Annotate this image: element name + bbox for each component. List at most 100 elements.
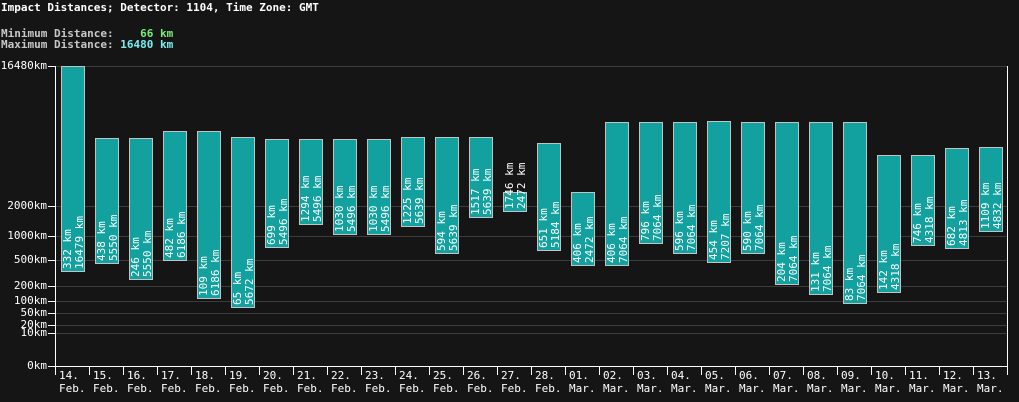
y-tick [48,236,55,237]
x-label-month: Feb. [229,382,256,395]
x-label-day: 06. [739,369,759,382]
bar-value-label: 1109 km 4832 km [979,182,1004,229]
y-tick [48,325,55,326]
x-label-month: Mar. [841,382,868,395]
x-tick-label: 25. Feb. [433,369,460,395]
bar-value-label: 131 km 7064 km [809,245,834,292]
x-label-day: 03. [637,369,657,382]
bar-max-label: 5639 km [447,204,460,251]
x-tick [565,366,566,375]
x-tick [667,366,668,375]
bar-max-label: 7207 km [719,213,732,260]
range-bar [265,139,289,248]
x-label-month: Feb. [195,382,222,395]
x-label-day: 16. [127,369,147,382]
x-label-day: 14. [59,369,79,382]
x-tick-label: 11. Mar. [909,369,936,395]
range-bar [231,137,255,308]
x-tick-label: 06. Mar. [739,369,766,395]
range-bar [469,137,493,218]
gridline [56,206,1007,207]
bar-max-label: 7064 km [855,254,868,301]
gridline [56,301,1007,302]
x-label-day: 21. [297,369,317,382]
bar-value-label: 204 km 7064 km [775,235,800,282]
y-tick-label: 20km [20,318,48,331]
x-tick-label: 22. Feb. [331,369,358,395]
x-tick [701,366,702,375]
bar-max-label: 7064 km [651,194,664,241]
x-tick [361,366,362,375]
gridline [56,236,1007,237]
range-bar [61,66,85,272]
range-bar [979,147,1003,232]
x-label-day: 22. [331,369,351,382]
bar-max-label: 7064 km [821,245,834,292]
bar-max-label: 5496 km [379,185,392,232]
x-label-month: Mar. [739,382,766,395]
bar-max-label: 2472 km [583,216,596,263]
y-tick [48,286,55,287]
bar-max-label: 4318 km [923,196,936,243]
range-bar [843,122,867,304]
bar-value-label: 796 km 7064 km [639,194,664,241]
x-tick [395,366,396,375]
bar-value-label: 406 km 2472 km [571,216,596,263]
x-tick [633,366,634,375]
x-label-month: Feb. [399,382,426,395]
x-label-month: Feb. [263,382,290,395]
x-tick-label: 14. Feb. [59,369,86,395]
range-bar [775,122,799,285]
y-tick-label: 10km [20,326,48,339]
x-label-day: 15. [93,369,113,382]
bar-max-label: 6186 km [209,249,222,296]
x-label-month: Mar. [773,382,800,395]
bar-max-label: 5672 km [243,258,256,305]
x-tick-label: 17. Feb. [161,369,188,395]
x-tick [871,366,872,375]
x-tick [837,366,838,375]
bar-max-label: 5184 km [549,201,562,248]
x-label-month: Mar. [671,382,698,395]
x-label-month: Feb. [161,382,188,395]
x-label-day: 13. [977,369,997,382]
x-label-month: Feb. [297,382,324,395]
x-tick-label: 04. Mar. [671,369,698,395]
range-bar [639,122,663,244]
x-label-month: Mar. [977,382,1004,395]
x-label-day: 26. [467,369,487,382]
x-tick-label: 18. Feb. [195,369,222,395]
bar-value-label: 699 km 5496 km [265,199,290,245]
x-tick-label: 24. Feb. [399,369,426,395]
x-tick [429,366,430,375]
range-bar [809,122,833,295]
bar-value-label: 1294 km 5496 km [299,176,324,222]
x-tick [259,366,260,375]
range-bar [503,192,527,212]
x-tick [191,366,192,375]
range-bar [537,143,561,251]
bar-max-label: 4832 km [991,182,1004,229]
bar-max-label: 7064 km [787,235,800,282]
bar-max-label: 5639 km [413,177,426,224]
x-tick-label: 07. Mar. [773,369,800,395]
right-border-line [1007,66,1008,367]
x-tick [327,366,328,375]
bar-max-label: 7064 km [685,204,698,251]
x-label-day: 27. [501,369,521,382]
x-label-month: Mar. [705,382,732,395]
minimum-distance-row: Minimum Distance: 66 km [1,27,173,40]
range-bar [605,122,629,266]
x-tick [599,366,600,375]
x-label-month: Mar. [603,382,630,395]
x-tick-label: 03. Mar. [637,369,664,395]
range-bar [707,121,731,263]
x-label-day: 19. [229,369,249,382]
x-tick-label: 08. Mar. [807,369,834,395]
range-bar [333,139,357,235]
x-label-month: Mar. [569,382,596,395]
x-tick-label: 20. Feb. [263,369,290,395]
gridline [56,313,1007,314]
y-axis-line [55,66,56,367]
bar-max-label: 7064 km [753,204,766,251]
